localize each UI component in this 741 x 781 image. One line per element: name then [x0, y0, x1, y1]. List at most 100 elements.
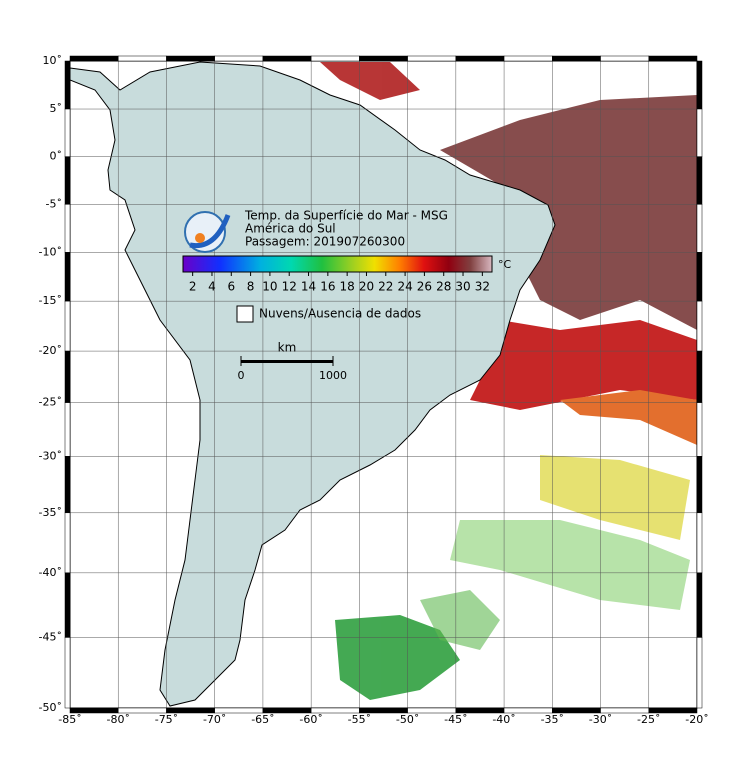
x-tick-label: -55˚ [348, 713, 371, 726]
y-tick-label: -30˚ [39, 449, 62, 462]
border-segment [262, 55, 312, 62]
colorbar-tick-label: 6 [227, 280, 235, 294]
border-segment [64, 60, 71, 110]
y-tick-label: 5˚ [50, 102, 63, 115]
legend-title: Passagem: 201907260300 [245, 235, 405, 249]
colorbar-tick-label: 14 [301, 280, 316, 294]
y-tick-label: -50˚ [39, 701, 62, 714]
border-segment [552, 55, 601, 62]
y-tick-label: -10˚ [39, 245, 62, 258]
colorbar-ramp [182, 255, 493, 273]
colorbar-tick-label: 8 [247, 280, 255, 294]
frame-border [64, 55, 703, 714]
colorbar: 2 4 6 8 10 12 14 16 18 20 22 24 26 28 30 32 [182, 255, 493, 294]
colorbar-tick-label: 10 [262, 280, 277, 294]
border-segment [696, 60, 703, 110]
graticule [70, 61, 697, 708]
border-segment [64, 252, 71, 302]
border-segment [696, 204, 703, 253]
x-tick-label: -75˚ [155, 713, 178, 726]
scale-bar-label: 1000 [319, 369, 347, 382]
border-segment [696, 252, 703, 302]
map-area [70, 61, 697, 708]
colorbar-tick-label: 32 [475, 280, 490, 294]
border-segment [64, 572, 71, 638]
y-tick-label: -5˚ [46, 197, 62, 210]
border-segment [64, 350, 71, 403]
y-tick-label: -20˚ [39, 344, 62, 357]
border-segment [214, 55, 264, 62]
x-tick-label: -30˚ [589, 713, 612, 726]
border-segment [64, 637, 71, 709]
border-segment [64, 156, 71, 205]
x-tick-label: -25˚ [637, 713, 660, 726]
y-tick-label: -40˚ [39, 566, 62, 579]
border-segment [648, 55, 698, 62]
colorbar-tick-label: 30 [455, 280, 470, 294]
colorbar-tick-label: 16 [320, 280, 335, 294]
border-segment [696, 300, 703, 352]
colorbar-tick-label: 4 [208, 280, 216, 294]
x-tick-label: -35˚ [541, 713, 564, 726]
border-segment [696, 350, 703, 403]
border-segment [696, 156, 703, 205]
cloud-swatch [236, 305, 254, 323]
legend-title: América do Sul [245, 222, 336, 236]
x-tick-label: -50˚ [396, 713, 419, 726]
colorbar-tick-label: 24 [397, 280, 412, 294]
y-tick-label: 10˚ [43, 54, 63, 67]
colorbar-tick-label: 28 [436, 280, 451, 294]
border-segment [696, 637, 703, 709]
colorbar-tick-label: 12 [282, 280, 297, 294]
border-segment [166, 55, 215, 62]
border-segment [359, 55, 408, 62]
y-tick-label: -45˚ [39, 630, 62, 643]
border-segment [117, 55, 167, 62]
x-tick-label: -80˚ [106, 713, 129, 726]
border-segment [64, 456, 71, 514]
colorbar-tick-label: 22 [378, 280, 393, 294]
border-segment [648, 707, 698, 714]
x-tick-label: -65˚ [251, 713, 274, 726]
x-tick-label: -40˚ [492, 713, 515, 726]
x-tick-label: -60˚ [299, 713, 322, 726]
border-segment [696, 572, 703, 638]
x-tick-label: -20˚ [685, 713, 708, 726]
y-tick-label: -25˚ [39, 396, 62, 409]
y-tick-label: 0˚ [50, 150, 63, 163]
scale-bar-unit: km [278, 341, 297, 355]
colorbar-unit: °C [498, 258, 512, 271]
cloud-label: Nuvens/Ausencia de dados [259, 307, 421, 321]
border-segment [696, 456, 703, 514]
scale-bar-label: 0 [238, 369, 245, 382]
border-segment [64, 204, 71, 253]
border-segment [455, 55, 505, 62]
border-segment [69, 55, 119, 62]
border-segment [310, 55, 360, 62]
x-tick-label: -45˚ [444, 713, 467, 726]
border-segment [407, 55, 457, 62]
colorbar-tick-label: 26 [417, 280, 432, 294]
border-segment [696, 512, 703, 574]
colorbar-tick-label: 20 [359, 280, 374, 294]
legend-title: Temp. da Superfície do Mar - MSG [244, 209, 448, 223]
border-segment [64, 108, 71, 157]
border-segment [696, 108, 703, 157]
border-segment [64, 300, 71, 352]
y-tick-label: -35˚ [39, 506, 62, 519]
scale-bar-line [241, 360, 333, 363]
scale-bar: km 0 1000 [238, 341, 348, 383]
y-tick-label: -15˚ [39, 294, 62, 307]
colorbar-tick-label: 18 [340, 280, 355, 294]
x-tick-label: -85˚ [58, 713, 81, 726]
border-segment [503, 55, 553, 62]
border-segment [64, 402, 71, 457]
x-tick-label: -70˚ [203, 713, 226, 726]
colorbar-tick-label: 2 [189, 280, 197, 294]
sst-field [320, 62, 697, 700]
inpe-logo [184, 211, 231, 253]
border-segment [600, 55, 650, 62]
border-segment [696, 402, 703, 457]
border-segment [64, 512, 71, 574]
